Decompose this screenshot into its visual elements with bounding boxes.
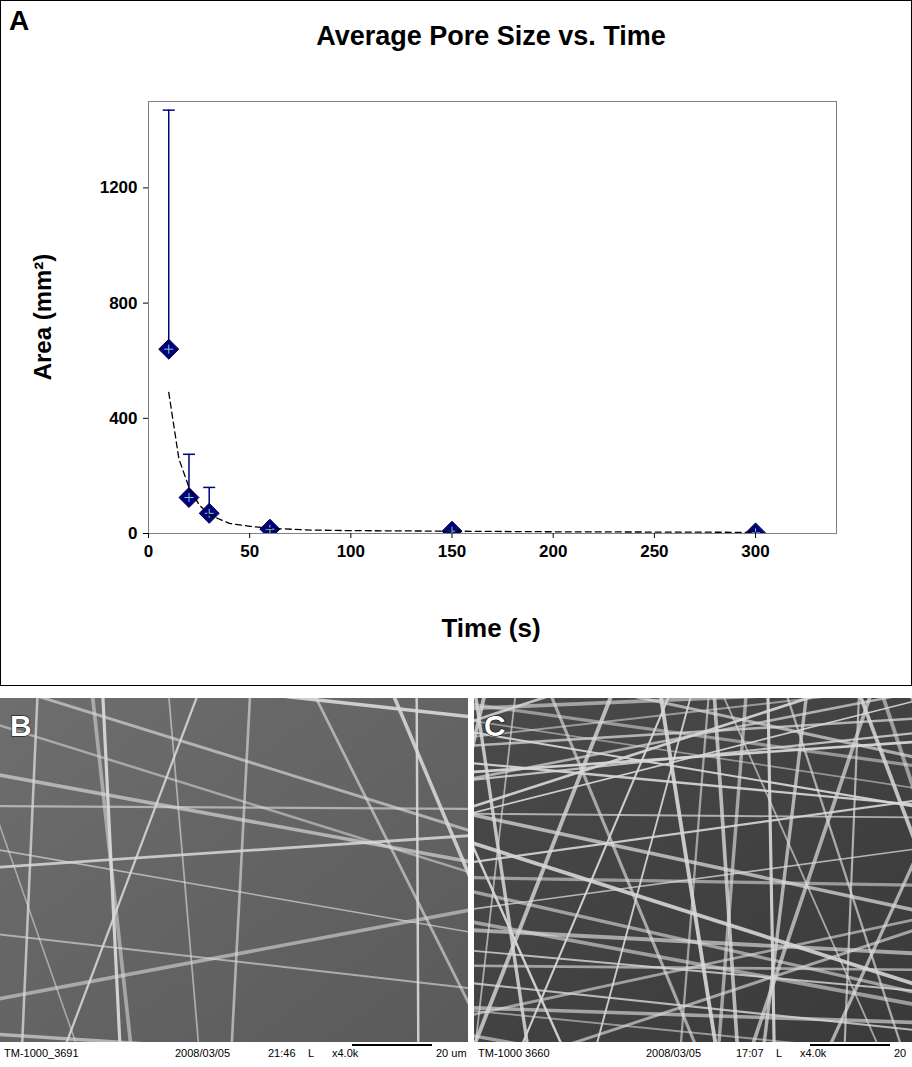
html-text:Time (s): Time (s) [441, 613, 541, 643]
svg-text:0: 0 [128, 524, 137, 543]
svg-text:800: 800 [109, 294, 137, 313]
svg-text:TM-1000_3691: TM-1000_3691 [4, 1047, 79, 1059]
svg-text:TM-1000 3660: TM-1000 3660 [478, 1047, 550, 1059]
svg-text:B: B [10, 709, 32, 742]
svg-text:2008/03/05: 2008/03/05 [175, 1047, 230, 1059]
svg-text:300: 300 [741, 542, 769, 561]
svg-text:1200: 1200 [100, 178, 138, 197]
svg-text:x4.0k: x4.0k [332, 1047, 359, 1059]
svg-text:20 um: 20 um [436, 1047, 467, 1059]
svg-text:C: C [484, 709, 506, 742]
svg-text:100: 100 [337, 542, 365, 561]
svg-text:21:46: 21:46 [268, 1047, 296, 1059]
svg-text:400: 400 [109, 409, 137, 428]
svg-text:0: 0 [144, 542, 153, 561]
svg-text:L: L [308, 1047, 314, 1059]
svg-text:150: 150 [438, 542, 466, 561]
svg-text:x4.0k: x4.0k [800, 1047, 827, 1059]
svg-text:200: 200 [539, 542, 567, 561]
html-text:Area (mm²): Area (mm²) [29, 253, 56, 381]
svg-text:17:07: 17:07 [736, 1047, 764, 1059]
svg-text:L: L [776, 1047, 782, 1059]
html-text:A: A [9, 5, 30, 36]
svg-text:50: 50 [240, 542, 259, 561]
svg-text:2008/03/05: 2008/03/05 [646, 1047, 701, 1059]
svg-text:250: 250 [640, 542, 668, 561]
svg-text:20: 20 [894, 1047, 906, 1059]
html-text:Average Pore Size vs. Time: Average Pore Size vs. Time [316, 21, 666, 51]
